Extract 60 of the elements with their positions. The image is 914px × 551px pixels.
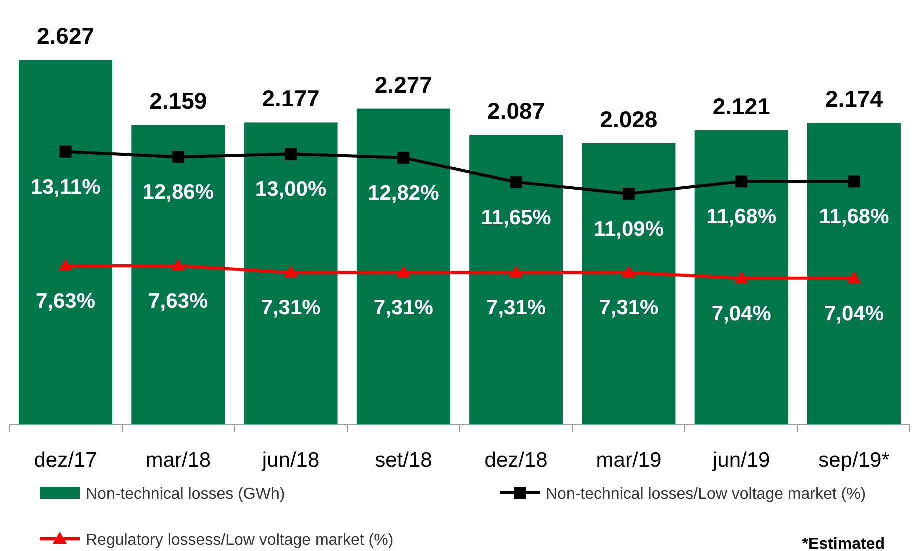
point (622, 266, 636, 278)
data-label: 2.174 (825, 86, 884, 112)
data-label: 2.277 (374, 72, 432, 98)
point (848, 176, 860, 188)
point (509, 266, 524, 278)
x-tick-label: jun/19 (712, 449, 770, 472)
bar (244, 122, 338, 425)
bar (807, 123, 901, 425)
point (398, 152, 410, 164)
point (284, 266, 298, 278)
point (622, 188, 635, 200)
data-label: 12,82% (368, 182, 440, 205)
point (847, 271, 862, 284)
x-tick-label: sep/19* (818, 449, 890, 472)
data-label: 11,68% (819, 206, 890, 229)
data-label: 13,00% (255, 178, 327, 202)
point (510, 176, 522, 188)
data-label: 7,31% (599, 296, 660, 320)
data-label: 7,04% (712, 302, 772, 326)
point (285, 148, 298, 160)
point (396, 266, 411, 278)
bar (19, 60, 113, 425)
data-label: 13,11% (30, 176, 102, 199)
data-label: 7,63% (148, 290, 208, 314)
data-label: 12,86% (142, 181, 214, 204)
data-label: 11,09% (594, 218, 664, 241)
data-label: 7,31% (261, 296, 322, 320)
point (60, 146, 72, 158)
data-label: 2.627 (36, 23, 95, 50)
data-label: 7,04% (824, 302, 884, 326)
bar (132, 125, 226, 425)
data-label: 2.159 (150, 88, 208, 114)
point (172, 151, 184, 164)
x-tick-label: dez/18 (484, 449, 548, 472)
point (734, 271, 749, 284)
bar (356, 108, 450, 425)
point (171, 259, 186, 272)
bar (694, 130, 788, 425)
x-tick-label: mar/18 (146, 449, 212, 472)
bar (582, 143, 676, 425)
data-label: 11,65% (481, 206, 552, 230)
legend-label: Non-technical losses (GWh) (86, 486, 286, 503)
x-tick-label: set/18 (375, 449, 432, 472)
point (58, 259, 73, 272)
text: *Estimated (802, 536, 885, 551)
x-tick-label: dez/17 (34, 449, 98, 472)
data-label: 2.121 (712, 93, 771, 120)
data-label: 2.028 (600, 106, 658, 132)
point (736, 176, 748, 188)
data-label: 7,31% (374, 296, 434, 320)
data-label: 7,31% (486, 296, 546, 320)
x-tick-label: jun/18 (261, 449, 320, 472)
data-label: 2.087 (488, 98, 546, 124)
data-label: 2.177 (262, 86, 320, 112)
bar (470, 135, 564, 425)
legend-label: Non-technical losses/Low voltage market (%) (546, 486, 866, 503)
data-label: 11,68% (706, 206, 777, 229)
x-tick-label: mar/19 (596, 449, 662, 472)
data-label: 7,63% (36, 290, 96, 314)
legend-label: Regulatory lossess/Low voltage market (%) (86, 532, 394, 549)
